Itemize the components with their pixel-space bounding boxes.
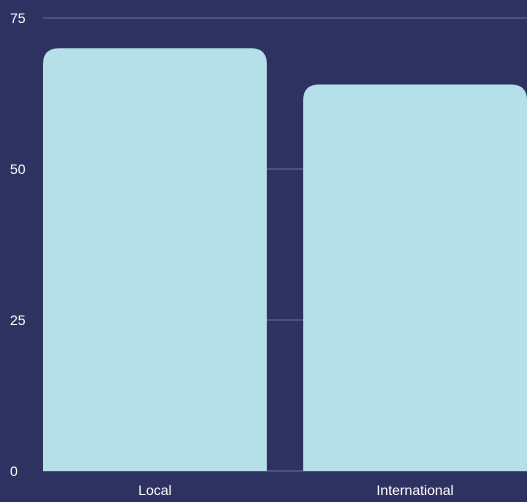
x-tick-label: International [377, 482, 454, 498]
bar-local [43, 48, 267, 471]
x-tick-label: Local [138, 482, 171, 498]
y-tick-label: 0 [10, 463, 18, 479]
bars [43, 48, 527, 471]
y-tick-label: 25 [10, 312, 26, 328]
y-axis-ticks: 0 25 50 75 [10, 10, 26, 479]
y-tick-label: 50 [10, 161, 26, 177]
y-tick-label: 75 [10, 10, 26, 26]
x-axis-ticks: Local International [138, 482, 453, 498]
bar-international [303, 84, 527, 471]
